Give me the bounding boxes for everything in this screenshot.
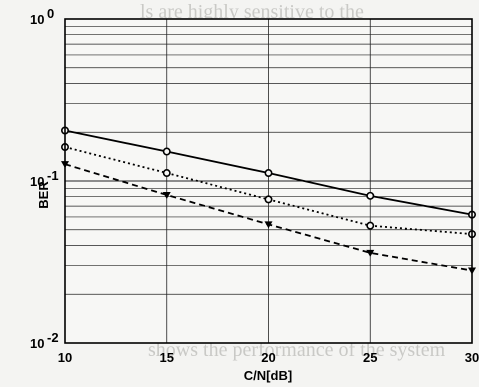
background-text-line: ls are highly sensitive to the [140, 1, 364, 23]
x-tick-label: 15 [160, 350, 174, 365]
x-tick-label: 25 [363, 350, 377, 365]
series-1-marker [162, 147, 171, 156]
series-group [60, 126, 476, 275]
series-3-marker [264, 221, 273, 229]
series-1-marker [264, 169, 273, 178]
plot-frame [64, 18, 473, 344]
y-axis-label: BER [36, 181, 51, 209]
series-3-marker [162, 191, 171, 199]
y-tick-exponent: -2 [47, 330, 59, 345]
x-tick-label: 20 [261, 350, 275, 365]
y-tick-exponent: 0 [47, 6, 54, 21]
y-tick-label: 10 [30, 174, 44, 189]
x-tick-labels: 10 15 20 25 30 [58, 350, 479, 365]
series-2-marker [264, 195, 273, 204]
x-tick-label: 10 [58, 350, 72, 365]
y-tick-label: 10 [30, 336, 44, 351]
series-3-marker [366, 249, 375, 257]
grid-lines [64, 18, 473, 344]
series-2-marker [162, 169, 171, 178]
y-tick-label: 10 [30, 12, 44, 27]
x-tick-label: 30 [465, 350, 479, 365]
series-1-marker [366, 191, 375, 200]
y-tick-exponent: -1 [47, 168, 59, 183]
x-axis-label: C/N[dB] [244, 368, 292, 383]
background-text-line: shows the performance of the system [148, 339, 446, 361]
series-2-marker [366, 221, 375, 230]
